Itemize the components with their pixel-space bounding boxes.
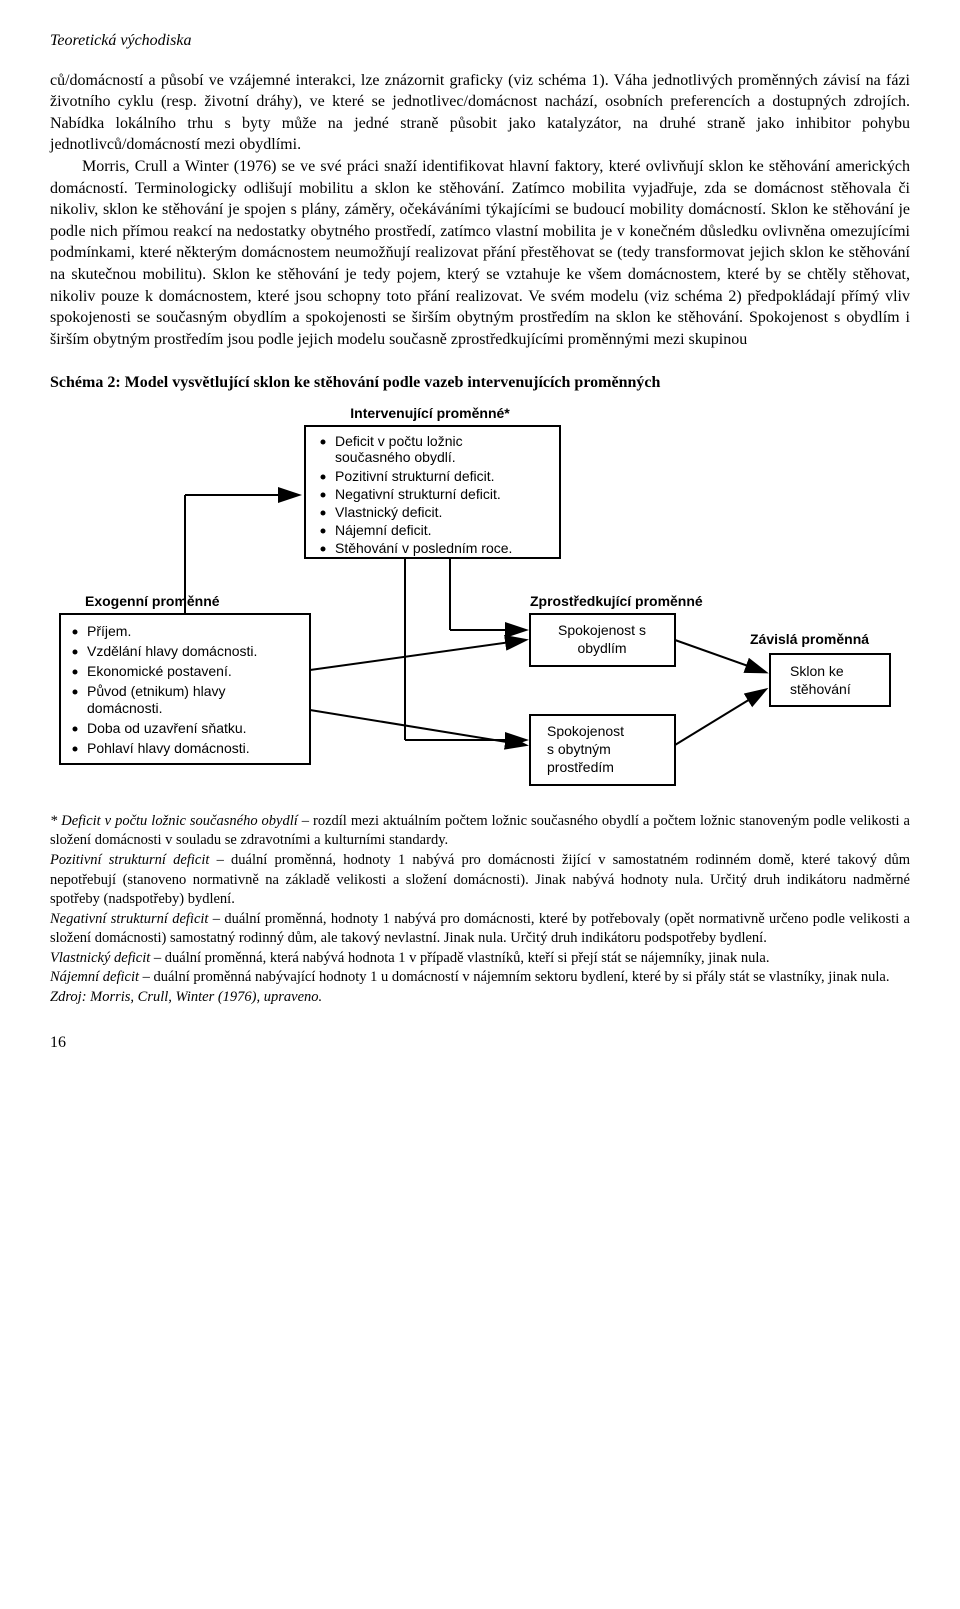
mediating-heading: Zprostředkující proměnné <box>530 593 703 609</box>
fn2-lead: Pozitivní strukturní deficit <box>50 852 209 868</box>
intervening-heading: Intervenující proměnné* <box>350 405 510 421</box>
svg-text:Ekonomické postavení.: Ekonomické postavení. <box>87 663 232 679</box>
svg-text:Vzdělání hlavy domácnosti.: Vzdělání hlavy domácnosti. <box>87 643 257 659</box>
svg-text:Stěhování v posledním roce.: Stěhování v posledním roce. <box>335 540 512 556</box>
fn4-lead: Vlastnický deficit <box>50 950 150 966</box>
fn5-text: – duální proměnná nabývající hodnoty 1 u… <box>139 969 890 985</box>
svg-text:Spokojenost s: Spokojenost s <box>558 622 646 638</box>
dependent-box <box>770 654 890 706</box>
svg-text:Nájemní deficit.: Nájemní deficit. <box>335 522 431 538</box>
source-line: Zdroj: Morris, Crull, Winter (1976), upr… <box>50 989 322 1005</box>
schema-title: Schéma 2: Model vysvětlující sklon ke st… <box>50 372 910 394</box>
svg-text:Původ (etnikum) hlavy: Původ (etnikum) hlavy <box>87 683 226 699</box>
diagram-svg: Intervenující proměnné* Deficit v počtu … <box>50 400 910 800</box>
svg-text:Spokojenost: Spokojenost <box>547 723 624 739</box>
svg-text:s obytným: s obytným <box>547 741 611 757</box>
running-head: Teoretická východiska <box>50 30 910 52</box>
svg-text:Příjem.: Příjem. <box>87 623 131 639</box>
body-paragraph-1: ců/domácností a působí ve vzájemné inter… <box>50 70 910 156</box>
svg-text:domácnosti.: domácnosti. <box>87 700 162 716</box>
body-paragraph-2: Morris, Crull a Winter (1976) se ve své … <box>50 156 910 350</box>
fn5-lead: Nájemní deficit <box>50 969 139 985</box>
svg-text:současného obydlí.: současného obydlí. <box>335 449 456 465</box>
svg-text:Negativní strukturní deficit.: Negativní strukturní deficit. <box>335 486 501 502</box>
svg-text:stěhování: stěhování <box>790 681 851 697</box>
fn4-text: – duální proměnná, která nabývá hodnota … <box>150 950 769 966</box>
fn3-lead: Negativní strukturní deficit <box>50 911 208 927</box>
svg-text:Sklon ke: Sklon ke <box>790 663 844 679</box>
svg-text:prostředím: prostředím <box>547 759 614 775</box>
svg-text:Pozitivní strukturní deficit.: Pozitivní strukturní deficit. <box>335 468 495 484</box>
page-number: 16 <box>50 1032 910 1054</box>
svg-text:Doba od uzavření sňatku.: Doba od uzavření sňatku. <box>87 720 247 736</box>
svg-text:obydlím: obydlím <box>577 640 626 656</box>
schema-2-diagram: Intervenující proměnné* Deficit v počtu … <box>50 400 910 800</box>
fn1-lead: * Deficit v počtu ložnic současného obyd… <box>50 813 298 829</box>
svg-text:Pohlaví hlavy domácnosti.: Pohlaví hlavy domácnosti. <box>87 740 250 756</box>
svg-text:Deficit v počtu ložnic: Deficit v počtu ložnic <box>335 433 463 449</box>
svg-text:Vlastnický deficit.: Vlastnický deficit. <box>335 504 442 520</box>
footnotes: * Deficit v počtu ložnic současného obyd… <box>50 812 910 1008</box>
exogenous-heading: Exogenní proměnné <box>85 593 220 609</box>
dependent-heading: Závislá proměnná <box>750 631 869 647</box>
